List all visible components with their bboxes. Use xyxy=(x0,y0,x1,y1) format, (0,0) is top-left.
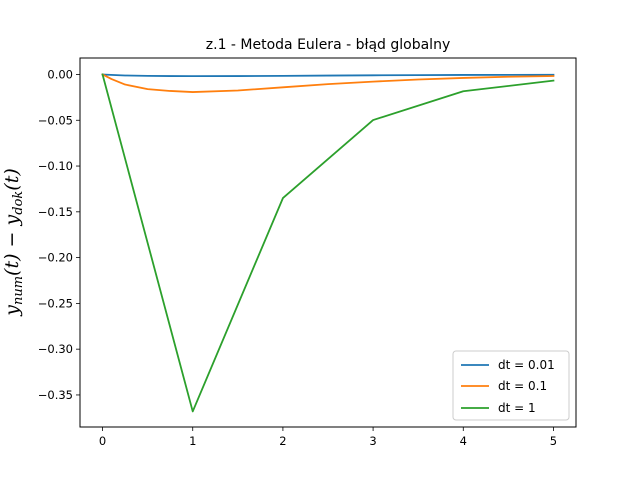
y-axis-label-tail: (t) xyxy=(1,168,23,190)
y-tick-label: −0.15 xyxy=(38,205,73,219)
series-line-dt-0-01 xyxy=(101,73,555,78)
legend-label-dt-1: dt = 1 xyxy=(498,401,536,415)
x-tick-label: 2 xyxy=(279,434,286,448)
x-tick-label: 5 xyxy=(550,434,557,448)
y-axis-label-mid: (t) − y xyxy=(1,214,23,275)
legend-label-dt-0-01: dt = 0.01 xyxy=(498,358,555,372)
x-tick-label: 4 xyxy=(460,434,467,448)
y-tick-label: −0.20 xyxy=(38,251,73,265)
chart-title: z.1 - Metoda Eulera - błąd globalny xyxy=(206,37,450,53)
x-axis: 0 1 2 3 4 5 xyxy=(99,427,557,448)
y-tick-label: 0.00 xyxy=(47,67,73,81)
y-tick-label: −0.30 xyxy=(38,342,73,356)
legend-label-dt-0-1: dt = 0.1 xyxy=(498,379,547,393)
plot-frame xyxy=(79,57,577,428)
y-tick-label: −0.05 xyxy=(38,113,73,127)
x-tick-label: 0 xyxy=(99,434,106,448)
series-line-dt-1 xyxy=(101,73,555,413)
legend: dt = 0.01 dt = 0.1 dt = 1 xyxy=(452,350,570,421)
x-tick-label: 3 xyxy=(369,434,376,448)
y-axis-label-main1: y xyxy=(1,305,23,317)
y-axis-label-sub1: num xyxy=(11,276,26,305)
y-axis-label: ynum(t) − ydok(t) xyxy=(1,168,26,317)
y-tick-label: −0.35 xyxy=(38,388,73,402)
y-axis: 0.00 −0.05 −0.10 −0.15 −0.20 −0.25 −0.30 −0.35 xyxy=(38,67,80,402)
y-axis-label-sub2: dok xyxy=(11,191,26,215)
y-tick-label: −0.10 xyxy=(38,159,73,173)
series-line-dt-0-1 xyxy=(101,73,555,93)
x-tick-label: 1 xyxy=(189,434,196,448)
series-layer xyxy=(101,73,555,413)
y-tick-label: −0.25 xyxy=(38,296,73,310)
legend-box xyxy=(452,350,570,421)
